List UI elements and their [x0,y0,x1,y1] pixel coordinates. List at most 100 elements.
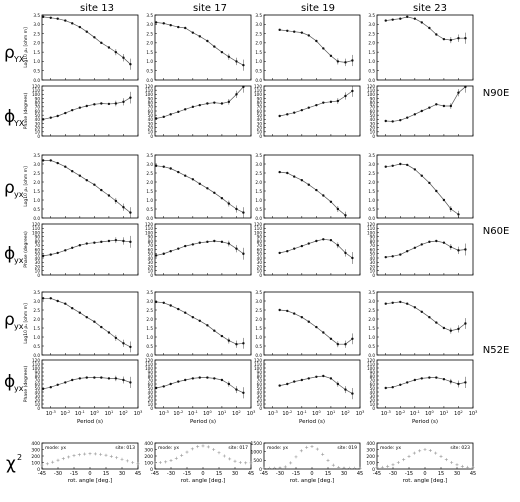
data-point [322,331,325,334]
data-point [71,22,74,25]
y-tick-label: 3.0 [255,299,262,304]
y-tick-label: 90 [35,235,41,240]
y-tick-label: 80 [370,100,376,105]
model-curve [43,160,131,213]
x-tick-label: 10-2 [173,410,183,417]
y-tick-label: 80 [257,239,263,244]
chi-point [72,454,76,458]
y-tick-label: 40 [35,117,41,122]
plot-frame [41,359,139,409]
data-point [344,388,347,391]
data-point [227,55,231,58]
data-point [49,297,52,300]
model-curve [43,97,131,120]
y-tick-label: 1.0 [255,198,262,203]
chi-mode-label: mode: yx [158,445,179,451]
y-tick-label: 40 [35,390,41,395]
data-point [191,243,195,246]
data-point [162,252,165,255]
y-tick-label: 100 [367,366,375,371]
chi-point [40,463,44,467]
y-tick-label: 60 [370,109,376,114]
model-curve [279,171,346,216]
x-tick-label: 45 [357,471,363,477]
x-tick-label: 100 [203,410,212,417]
x-tick-label: -30 [389,471,397,477]
model-curve [385,301,466,332]
y-tick-label: 90 [370,96,376,101]
data-point [278,251,281,255]
chi-point [321,452,325,456]
data-point [235,247,238,250]
y-tick-label: 0.0 [33,78,40,83]
data-point [78,244,82,247]
y-tick-label: 200 [31,454,40,460]
data-point [162,385,165,388]
model-curve [156,165,244,213]
x-tick-label: -45 [151,471,159,477]
data-point [435,189,438,193]
site-title-19: site 19 [301,3,335,14]
chi-point [466,465,470,469]
data-point [227,202,231,205]
data-point [191,316,195,319]
y-tick-label: 3.0 [255,22,262,27]
data-point [206,324,209,327]
y-tick-label: 0.5 [255,69,262,74]
y-tick-label: 1.5 [146,189,153,194]
data-point [114,238,118,242]
data-point [107,102,111,106]
data-point [169,24,172,27]
chi-point [217,451,221,455]
data-point [322,194,325,197]
data-point [220,378,224,382]
data-point [336,382,340,386]
y-tick-label: 2.0 [368,41,375,46]
y-tick-label: 90 [148,96,154,101]
x-axis-label: rot. angle [deg.] [68,478,113,484]
y-tick-label: 20 [35,264,41,269]
data-point [384,255,387,259]
data-point [336,60,340,63]
data-point [220,240,224,244]
data-point [177,110,180,114]
y-axis-label: Log10 ρₐ [ohm m] [23,303,29,344]
chi-sup: 2 [17,453,22,462]
y-tick-label: 30 [148,394,154,399]
data-point [315,325,318,329]
y-tick-label: 3.5 [368,13,375,18]
data-point [184,174,187,177]
chi-point [358,466,362,470]
data-point [198,376,201,379]
data-point [220,197,224,200]
y-tick-label: 1.0 [255,59,262,64]
y-tick-label: 10 [370,402,376,407]
data-point [114,377,118,380]
y-tick-label: 120 [367,84,375,89]
data-point [49,159,52,162]
y-tick-label: 3.0 [33,162,40,167]
y-tick-label: 3.0 [146,162,153,167]
y-tick-label: 120 [254,84,262,89]
data-point [300,316,304,319]
chi-point [283,465,287,469]
data-point [428,240,431,244]
y-tick-label: 10 [148,130,154,135]
data-point [49,116,52,119]
data-point [56,299,59,303]
chi-point [305,445,309,449]
y-tick-label: 70 [35,378,41,383]
plot-frame [154,291,252,356]
y-tick-label: 40 [257,390,263,395]
data-point [399,118,402,122]
y-tick-label: 3.0 [368,299,375,304]
data-point [428,376,431,379]
data-point [122,206,125,209]
y-tick-label: 60 [35,109,41,114]
y-tick-label: 40 [35,256,41,261]
chi-point [136,462,140,466]
data-point [64,302,67,305]
plot-frame [154,14,252,81]
